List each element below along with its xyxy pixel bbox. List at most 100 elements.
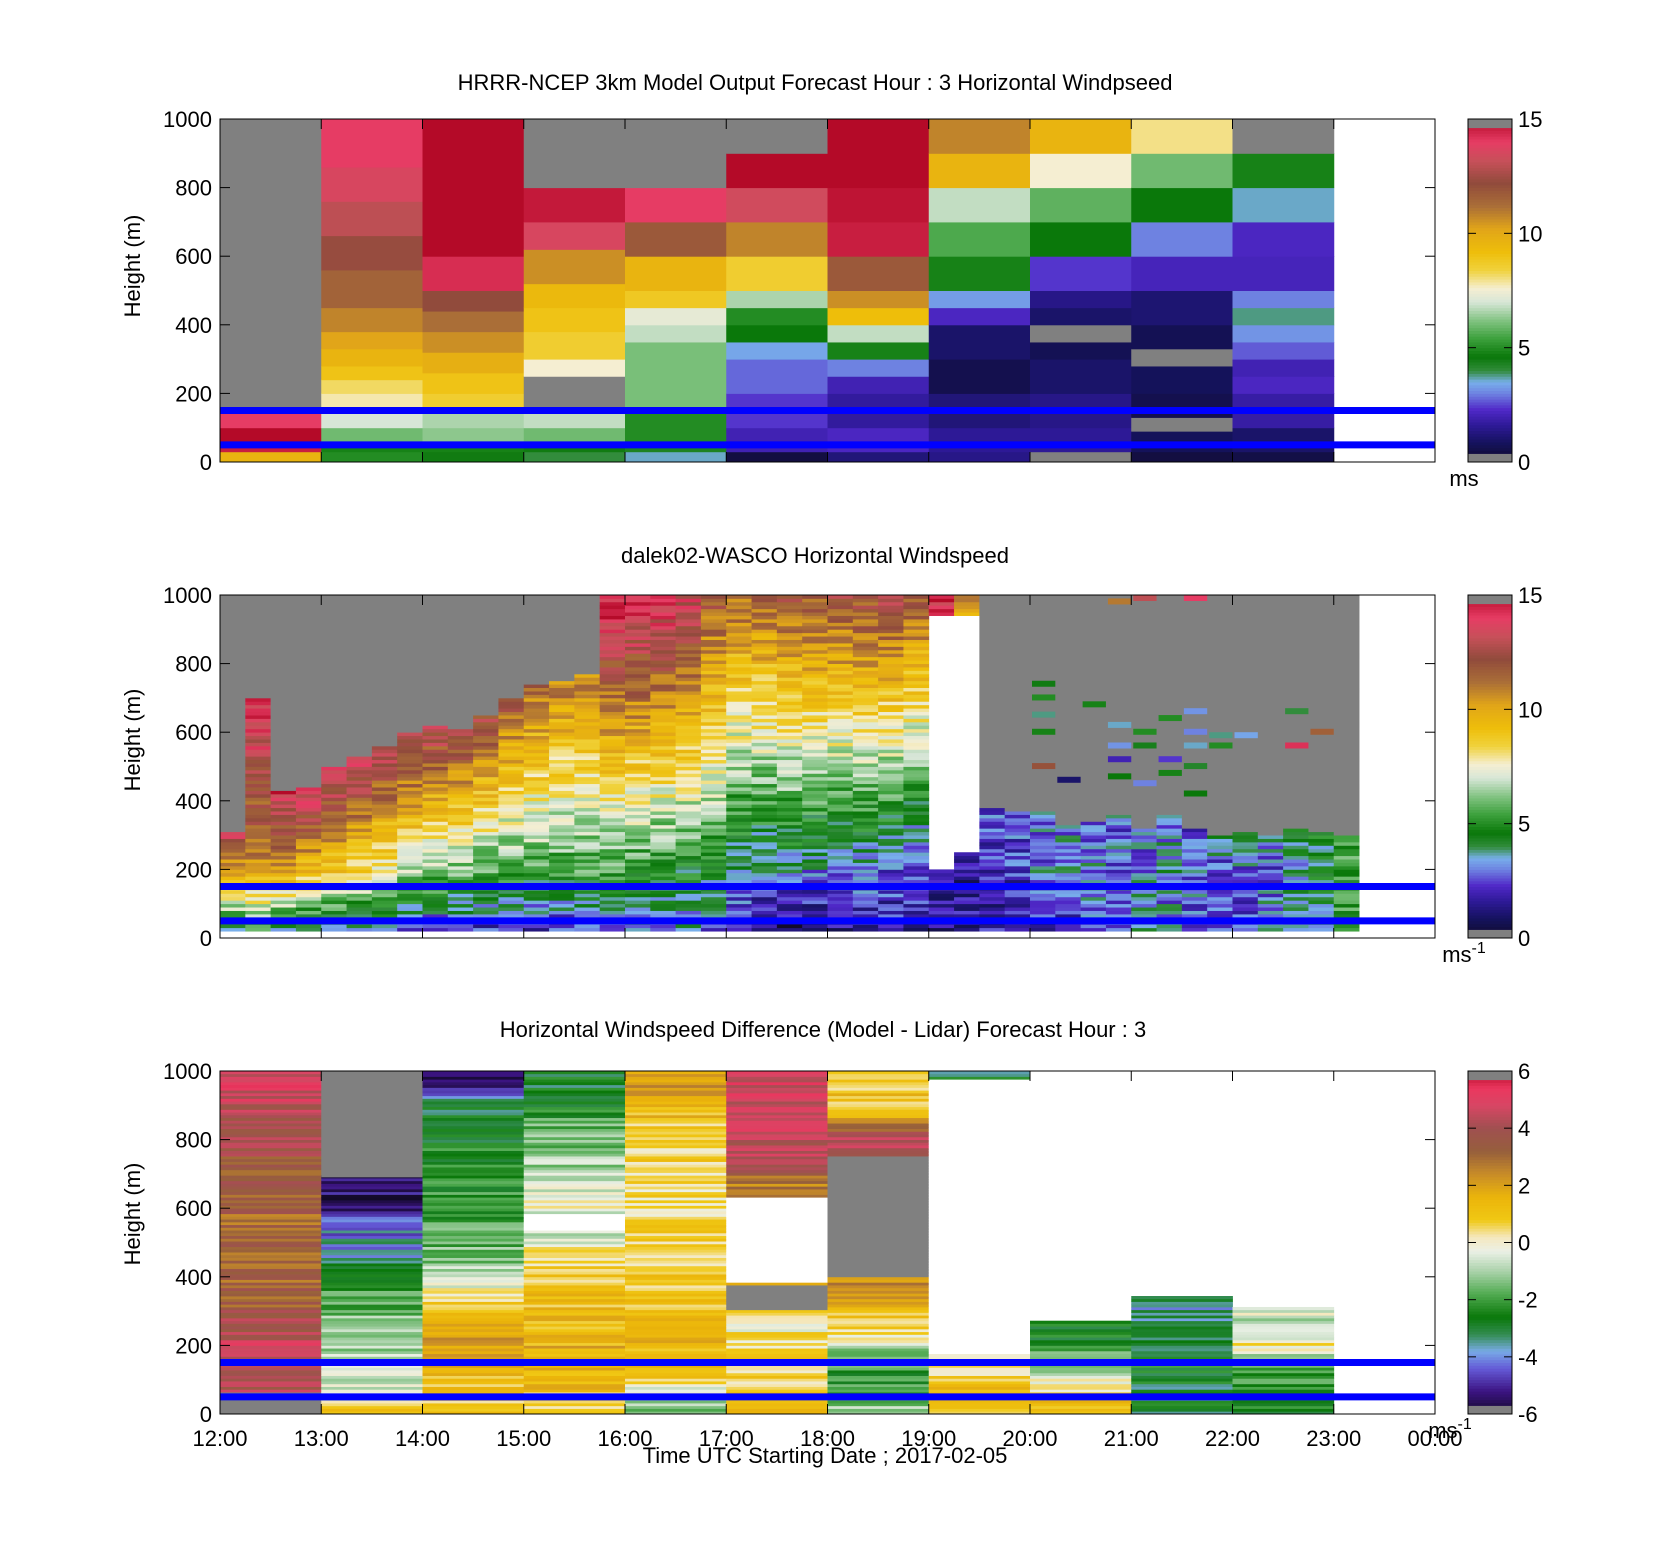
heatmap-cell [903,835,930,839]
heatmap-cell [523,1232,626,1237]
heatmap-cell [928,612,955,616]
heatmap-cell [371,872,398,877]
heatmap-cell [776,855,803,860]
colorbar-swatch [1468,920,1512,925]
heatmap-cell [1257,865,1284,870]
heatmap-cell [726,759,752,764]
heatmap-cell [928,1326,1031,1330]
heatmap-cell [650,667,677,671]
heatmap-cell [878,869,904,874]
colorbar-swatch [1468,832,1512,836]
heatmap-cell [903,811,930,815]
heatmap-cell [574,763,601,767]
colorbar-swatch [1468,1396,1512,1401]
heatmap-cell [726,1213,828,1217]
heatmap-cell [523,1095,626,1099]
heatmap-cell [523,1298,626,1302]
colorbar-swatch [1468,367,1512,372]
heatmap-cell [726,804,752,809]
missing-data-region [422,595,449,726]
heatmap-cell [321,913,347,918]
heatmap-cell [776,776,803,781]
heatmap-cell [1107,742,1132,749]
heatmap-cell [827,800,854,805]
heatmap-cell [726,924,752,929]
heatmap-cell [726,1153,828,1157]
heatmap-cell [599,721,626,726]
heatmap-cell [574,913,601,918]
colorbar-swatch [1468,632,1512,636]
heatmap-cell [827,221,930,257]
heatmap-cell [625,752,651,757]
heatmap-cell [220,1274,322,1278]
colorbar-swatch [1468,1188,1512,1192]
heatmap-cell [523,910,550,915]
heatmap-cell [903,629,930,634]
heatmap-cell [878,749,904,754]
heatmap-cell [321,1372,423,1376]
heatmap-cell [827,636,854,640]
colorbar-swatch [1468,1096,1512,1101]
heatmap-cell [954,865,980,870]
heatmap-cell [321,790,347,795]
heatmap-cell [625,1117,727,1121]
heatmap-cell [878,742,904,747]
heatmap-cell [700,639,727,644]
heatmap-cell [751,725,778,730]
heatmap-cell [802,711,828,716]
heatmap-cell [523,793,550,798]
heatmap-cell [523,1315,626,1319]
heatmap-cell [675,601,702,606]
heatmap-cell [270,869,297,874]
heatmap-cell [549,848,575,853]
colorbar-swatch [1468,413,1512,417]
heatmap-cell [321,811,347,815]
heatmap-cell [928,1411,1031,1414]
heatmap-cell [523,1117,626,1121]
heatmap-cell [422,1254,525,1258]
heatmap-cell [321,907,347,911]
heatmap-cell [726,1216,828,1220]
heatmap-cell [1004,903,1031,908]
heatmap-cell [447,855,474,860]
colorbar-swatch [1468,706,1512,710]
heatmap-cell [625,732,651,737]
heatmap-cell [903,701,930,706]
heatmap-cell [422,1317,525,1322]
heatmap-cell [675,793,702,798]
heatmap-cell [321,876,347,881]
heatmap-cell [1335,653,1360,660]
heatmap-cell [1080,924,1107,929]
heatmap-cell [523,907,550,911]
colorbar-swatch [1468,837,1512,842]
heatmap-cell [523,1120,626,1124]
colorbar-swatch [1468,1228,1512,1232]
heatmap-cell [473,872,499,877]
heatmap-cell [549,859,575,863]
heatmap-cell [1030,855,1056,860]
colorbar-tick-label: 2 [1518,1173,1530,1198]
heatmap-cell [220,1383,322,1387]
heatmap-cell [549,913,575,918]
heatmap-cell [928,1114,1031,1119]
heatmap-cell [1030,893,1056,898]
heatmap-cell [270,831,297,836]
heatmap-cell [422,1158,525,1162]
heatmap-cell [827,749,854,754]
heatmap-cell [1308,879,1335,884]
heatmap-cell [523,691,550,695]
heatmap-cell [903,828,930,833]
heatmap-cell [776,687,803,692]
heatmap-cell [498,821,525,826]
heatmap-cell [700,763,727,767]
heatmap-cell [852,694,879,699]
heatmap-cell [1333,865,1360,870]
heatmap-cell [447,769,474,774]
heatmap-cell [827,1071,930,1075]
heatmap-cell [726,769,752,774]
heatmap-cell [625,119,727,189]
heatmap-cell [726,1114,828,1119]
colorbar-swatch [1468,629,1512,633]
heatmap-cell [852,869,879,874]
heatmap-cell [549,924,575,929]
